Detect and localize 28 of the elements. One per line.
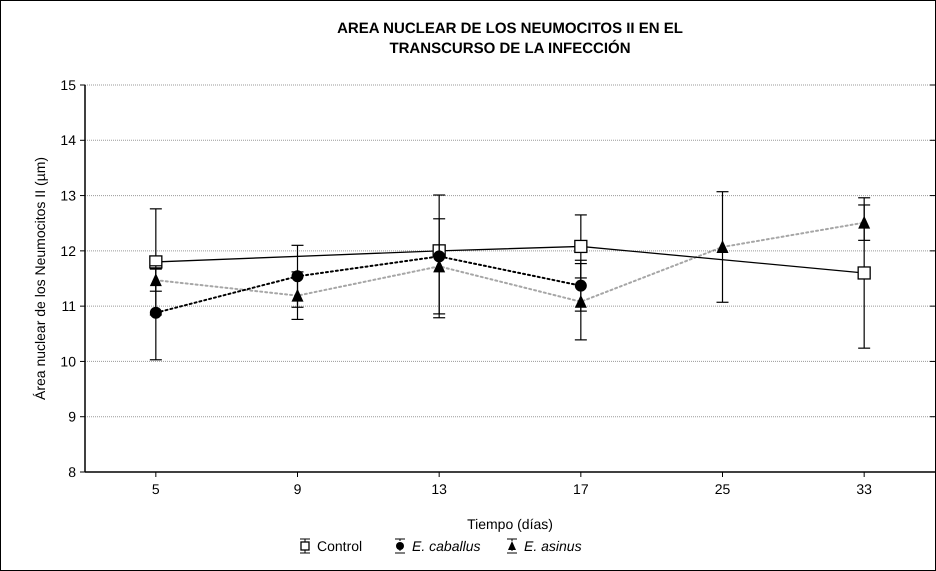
y-tick-label: 11 xyxy=(61,298,76,314)
point xyxy=(150,273,162,286)
x-tick-label: 33 xyxy=(856,481,872,497)
point xyxy=(858,266,871,280)
y-tick-label: 12 xyxy=(60,242,76,259)
x-tick-label: 5 xyxy=(152,481,160,497)
legend-label: E. caballus xyxy=(412,538,480,554)
x-tick-label: 13 xyxy=(431,481,448,497)
chart-title: AREA NUCLEAR DE LOS NEUMOCITOS II EN EL TRANSCURSO DE LA INFECCIÓN xyxy=(337,20,683,57)
y-tick-label: 9 xyxy=(68,408,76,425)
y-axis-title: Área nuclear de los Neumocitos II (µm) xyxy=(32,156,48,400)
y-tick-label: 13 xyxy=(60,187,76,204)
point xyxy=(716,240,728,253)
x-axis-title: Tiempo (días) xyxy=(467,516,553,532)
x-tick-label: 25 xyxy=(714,481,730,497)
point xyxy=(150,306,162,319)
y-tick-label: 15 xyxy=(60,76,76,93)
point xyxy=(574,294,587,308)
y-tick-label: 10 xyxy=(60,353,76,370)
point xyxy=(574,240,588,254)
legend-label: Control xyxy=(317,538,362,554)
x-tick-label: 17 xyxy=(573,481,589,497)
y-tick-label: 8 xyxy=(68,464,76,480)
x-tick-label: 9 xyxy=(294,481,302,497)
point xyxy=(858,216,870,229)
point xyxy=(292,288,304,302)
legend-label: E. asinus xyxy=(524,538,582,554)
y-tick-label: 14 xyxy=(60,132,76,148)
